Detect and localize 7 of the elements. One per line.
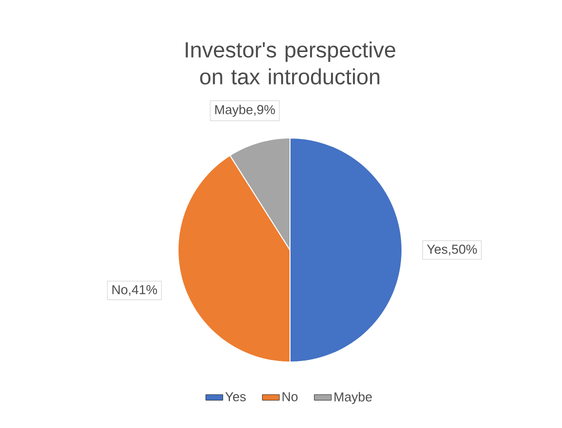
legend-label: No: [282, 392, 298, 402]
data-label: Maybe,9%: [215, 104, 275, 117]
chart-title: Investor's perspective on tax introduction: [186, 41, 396, 85]
data-label: Yes,50%: [426, 244, 477, 256]
data-label: No,41%: [112, 285, 158, 296]
legend-label: Maybe: [334, 392, 372, 404]
legend-label: Yes: [225, 392, 246, 402]
